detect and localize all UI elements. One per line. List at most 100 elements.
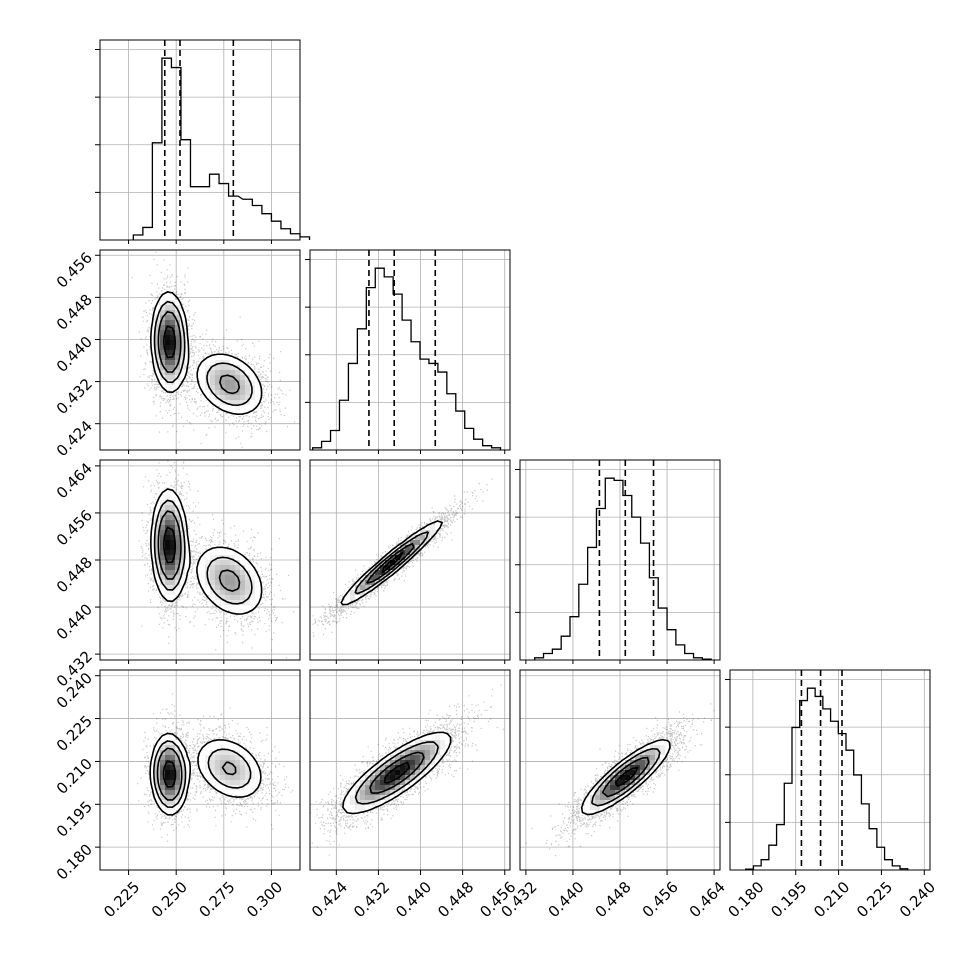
density-cell (430, 525, 435, 535)
density-cell (175, 535, 180, 540)
density-cell (220, 375, 235, 395)
density-cell (365, 795, 375, 800)
density-cell (165, 305, 170, 310)
density-cell (385, 790, 390, 795)
density-cell (225, 380, 230, 385)
density-cell (175, 555, 180, 560)
density-cell (165, 315, 170, 320)
y-tick-label: 0.448 (53, 291, 96, 334)
density-cell (230, 380, 235, 390)
contour-line (153, 740, 252, 808)
density-cell (425, 755, 430, 760)
y-tick-label: 0.180 (53, 840, 96, 883)
density-cell (215, 770, 220, 775)
density-cell (160, 350, 165, 355)
density-cell (175, 545, 180, 550)
density-cell (215, 380, 220, 385)
density-cell (375, 780, 380, 785)
histogram-panel-2 (515, 459, 721, 661)
density-cell (210, 580, 215, 585)
contour-line (366, 542, 415, 584)
density-cell (170, 790, 175, 795)
density-cell (425, 750, 430, 755)
density-cell (155, 310, 185, 360)
density-cell (600, 795, 605, 800)
density-cell (245, 585, 250, 590)
density-cell (365, 790, 370, 795)
y-tick-label: 0.456 (53, 506, 96, 549)
density-cell (155, 540, 160, 545)
scatter-panel-2-1 (309, 459, 511, 661)
density-cell (360, 770, 380, 795)
density-cell (155, 525, 245, 600)
density-cell (380, 785, 385, 790)
density-cell (390, 775, 395, 780)
density-cell (225, 765, 230, 770)
density-cell (225, 365, 250, 395)
panel-frame (309, 669, 511, 871)
density-cell (420, 535, 425, 540)
x-tick-label: 0.440 (545, 878, 588, 921)
density-cell (160, 510, 165, 515)
scatter-panel-3-0 (99, 669, 301, 871)
density-cell (605, 790, 610, 795)
density-cell (230, 575, 235, 580)
panel-frame (309, 249, 511, 451)
scatter-panel-2-0 (99, 459, 301, 661)
density-cell (660, 745, 665, 750)
panel-frame (99, 669, 301, 871)
density-cell (230, 370, 235, 375)
density-cell (360, 585, 365, 590)
density-cell (215, 585, 220, 590)
panel-frame (99, 39, 301, 241)
density-cell (630, 775, 635, 780)
scatter-panel-1-0 (99, 249, 301, 451)
histogram-steps (745, 687, 909, 870)
density-cell (405, 750, 410, 755)
density-cell (225, 750, 250, 775)
density-cell (210, 750, 235, 785)
density-cell (610, 780, 615, 785)
density-cell (235, 395, 240, 400)
contour-line (157, 310, 241, 395)
histogram-steps (311, 267, 502, 450)
contour-line (614, 766, 639, 787)
density-cell (225, 370, 240, 380)
density-cell (395, 755, 410, 765)
density-cell (165, 750, 170, 755)
density-cell (225, 565, 230, 570)
density-cell (165, 775, 170, 780)
density-cell (215, 570, 245, 590)
density-cell (230, 595, 235, 600)
density-cell (170, 505, 175, 510)
density-cell (165, 365, 175, 370)
density-cell (215, 370, 220, 375)
density-cell (180, 360, 245, 375)
density-cell (170, 360, 175, 365)
histogram-steps (132, 57, 311, 240)
contour-line (150, 488, 263, 615)
density-cell (165, 360, 170, 365)
density-cell (165, 755, 170, 760)
density-cell (375, 785, 380, 790)
density-cell (210, 750, 245, 785)
density-cell (365, 785, 370, 790)
x-tick-label: 0.456 (639, 878, 682, 921)
y-tick-label: 0.424 (53, 417, 96, 460)
density-cell (165, 795, 175, 800)
density-cell (595, 800, 605, 805)
density-cell (155, 355, 220, 390)
density-cell (165, 340, 170, 345)
density-cell (170, 335, 175, 340)
x-tick-label: 0.424 (308, 878, 351, 921)
panel-frame (729, 669, 931, 871)
density-cell (650, 755, 655, 760)
density-cell (160, 555, 165, 560)
x-tick-label: 0.432 (350, 878, 393, 921)
density-cell (425, 745, 435, 765)
x-tick-label: 0.210 (810, 878, 853, 921)
density-cell (160, 530, 165, 535)
density-cell (180, 540, 215, 575)
density-cell (160, 785, 165, 790)
scatter-panel-3-1 (309, 669, 511, 871)
